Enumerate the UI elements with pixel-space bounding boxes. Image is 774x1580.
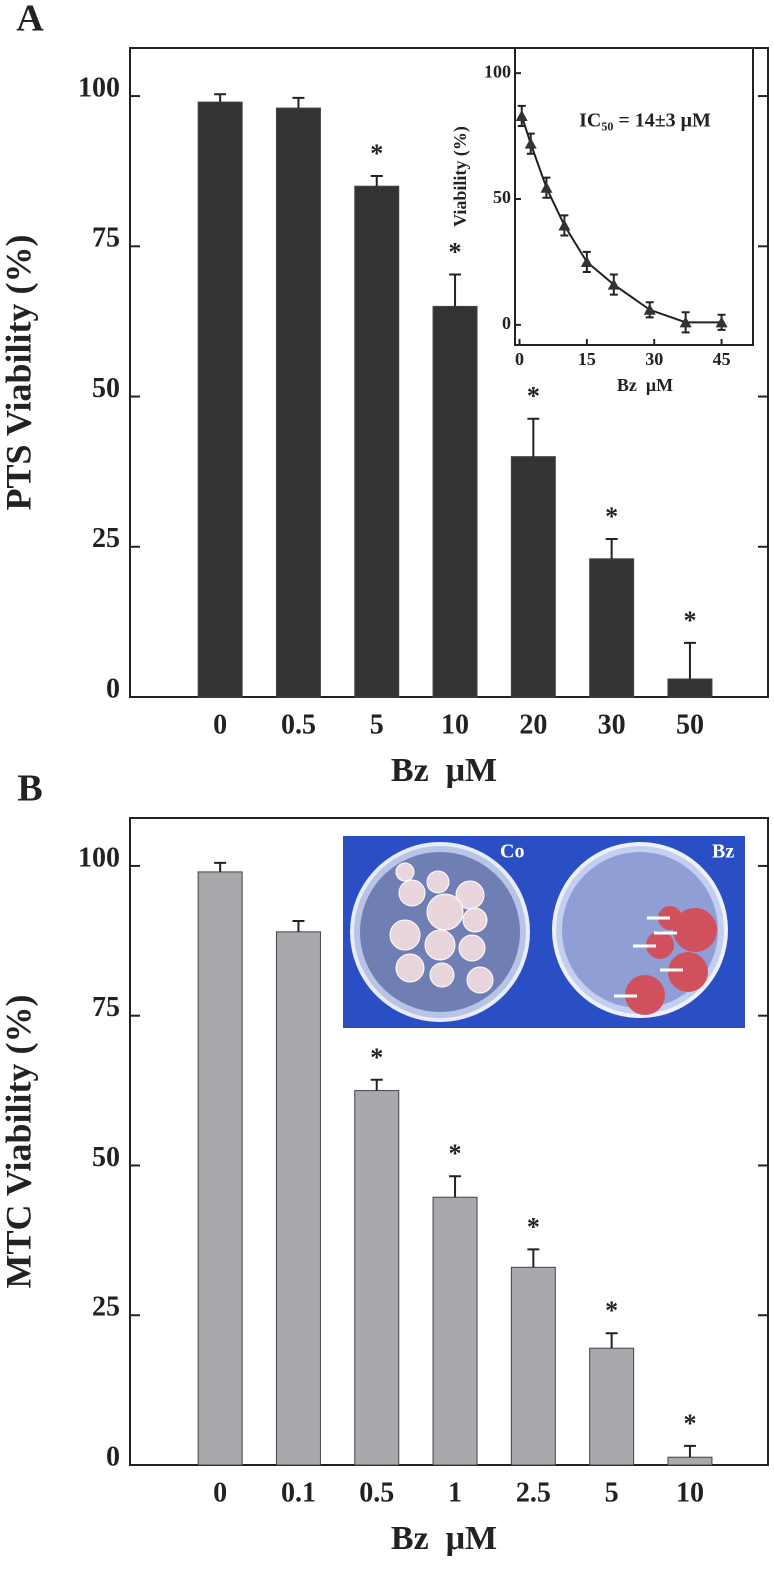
significance-mark: * — [449, 1139, 462, 1168]
bar — [510, 1266, 556, 1466]
y-tick-label: 50 — [92, 373, 120, 404]
x-tick-label: 0.1 — [281, 1477, 316, 1508]
bar — [667, 678, 713, 698]
bar — [197, 871, 243, 1466]
significance-mark: * — [370, 1043, 383, 1072]
point — [515, 109, 528, 121]
y-tick-label: 75 — [92, 223, 120, 254]
bar — [510, 456, 556, 698]
bar — [589, 1347, 635, 1466]
significance-mark: * — [605, 1296, 618, 1325]
point — [580, 255, 593, 267]
x-tick-label: 0.5 — [359, 1477, 394, 1508]
inset-frame — [514, 47, 754, 346]
photo — [343, 836, 745, 1028]
significance-mark: * — [683, 606, 696, 635]
point — [540, 181, 553, 193]
error-bar — [292, 96, 305, 109]
significance-mark: * — [527, 1212, 540, 1241]
y-tick-label: 50 — [92, 1142, 120, 1173]
x-tick-label: 0 — [213, 1477, 227, 1508]
bar — [354, 1090, 400, 1466]
x-tick-label: 0 — [213, 709, 227, 740]
panel-label: B — [17, 768, 42, 810]
y-axis-label: PTS Viability (%) — [0, 234, 38, 510]
point — [643, 303, 656, 315]
significance-mark: * — [683, 1409, 696, 1438]
y-tick-label: 25 — [92, 1292, 120, 1323]
point — [679, 316, 692, 328]
x-tick-label: 10 — [441, 709, 469, 740]
bar — [197, 101, 243, 698]
x-tick-label: 50 — [676, 709, 704, 740]
error-bar — [370, 174, 383, 187]
error-bar — [527, 417, 540, 457]
bar — [432, 1196, 478, 1466]
y-tick-label: 25 — [92, 523, 120, 554]
x-tick-label: 20 — [519, 709, 547, 740]
x-tick-label: 10 — [676, 1477, 704, 1508]
error-bar — [292, 920, 305, 932]
bar — [275, 107, 321, 698]
significance-mark: * — [527, 382, 540, 411]
point — [558, 219, 571, 231]
x-tick-label: 30 — [645, 349, 663, 369]
bar — [275, 931, 321, 1466]
x-tick-label: 15 — [578, 349, 596, 369]
x-axis-label: Bz μM — [391, 752, 497, 789]
error-bar — [214, 861, 227, 872]
error-bar — [527, 1248, 540, 1268]
significance-mark: * — [449, 238, 462, 267]
x-axis-label: Bz μM — [617, 375, 673, 395]
y-tick-label: 75 — [92, 992, 120, 1023]
x-tick-label: 30 — [598, 709, 626, 740]
y-tick-label: 100 — [78, 72, 120, 103]
error-bar — [449, 1175, 462, 1198]
error-bar — [683, 1444, 696, 1458]
x-axis-label: Bz μM — [391, 1520, 497, 1557]
bar — [589, 558, 635, 698]
panel-label: A — [16, 0, 44, 40]
x-tick-label: 5 — [605, 1477, 619, 1508]
bar — [354, 185, 400, 698]
fit-line — [520, 115, 722, 324]
error-bar — [214, 93, 227, 103]
x-tick-label: 5 — [370, 709, 384, 740]
point — [607, 278, 620, 290]
error-bar — [605, 1332, 618, 1349]
significance-mark: * — [605, 502, 618, 531]
x-tick-label: 2.5 — [516, 1477, 551, 1508]
y-tick-label: 50 — [493, 187, 511, 207]
error-bar — [683, 641, 696, 679]
bar — [432, 305, 478, 698]
significance-mark: * — [370, 139, 383, 168]
y-axis-label: Viability (%) — [450, 126, 471, 227]
error-bar — [605, 537, 618, 559]
x-tick-label: 0 — [515, 349, 524, 369]
point — [715, 316, 728, 328]
image-label: Bz — [712, 841, 734, 863]
annotation: IC₅₀ = 14±3 μM — [579, 110, 711, 132]
y-tick-label: 0 — [106, 673, 120, 704]
image-label: Co — [500, 841, 524, 863]
x-tick-label: 0.5 — [281, 709, 316, 740]
y-tick-label: 0 — [502, 313, 511, 333]
y-tick-label: 100 — [484, 61, 511, 81]
point — [524, 137, 537, 149]
error-bar — [449, 273, 462, 307]
x-tick-label: 45 — [713, 349, 731, 369]
y-axis-label: MTC Viability (%) — [0, 995, 38, 1289]
y-tick-label: 0 — [106, 1441, 120, 1472]
bar — [667, 1456, 713, 1466]
y-tick-label: 100 — [78, 842, 120, 873]
x-tick-label: 1 — [448, 1477, 462, 1508]
error-bar — [370, 1078, 383, 1091]
